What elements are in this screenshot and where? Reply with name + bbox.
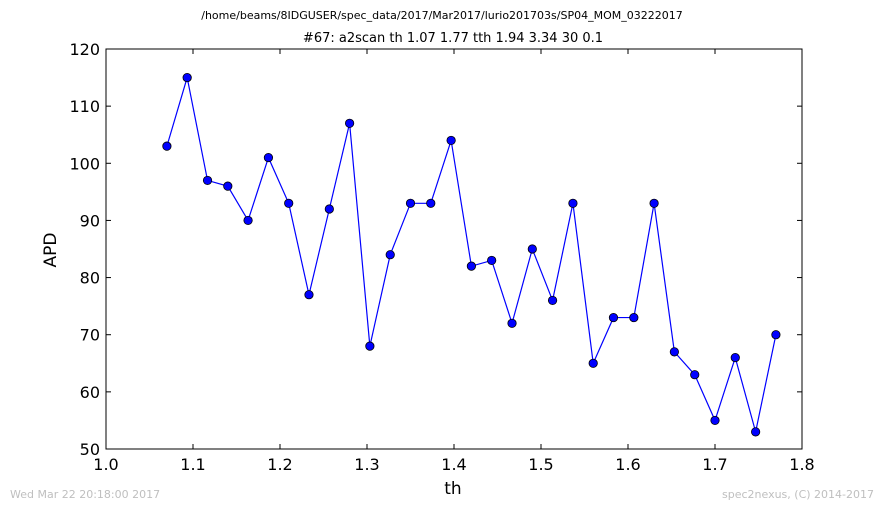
- data-point: [771, 330, 781, 340]
- data-point: [751, 427, 761, 437]
- data-point: [243, 215, 253, 226]
- data-point: [588, 358, 598, 368]
- data-point: [690, 370, 700, 380]
- series-apd: [162, 72, 781, 437]
- y-tick-label: 50: [80, 440, 100, 459]
- data-point: [263, 152, 274, 163]
- x-tick-label: 1.7: [702, 455, 727, 474]
- x-tick-label: 1.1: [180, 455, 205, 474]
- data-point: [162, 141, 172, 151]
- data-point: [344, 118, 355, 128]
- data-point: [649, 198, 659, 208]
- data-point: [568, 198, 578, 208]
- data-point: [405, 198, 416, 208]
- data-point: [182, 72, 192, 83]
- y-tick-label: 70: [80, 326, 100, 345]
- x-tick-label: 1.4: [441, 455, 466, 474]
- x-tick-label: 1.0: [93, 455, 118, 474]
- y-axis-ticks: 50 60 70 80 90 100 110 120: [69, 40, 802, 459]
- data-point: [466, 261, 476, 271]
- data-point: [284, 198, 294, 208]
- x-tick-label: 1.3: [354, 455, 379, 474]
- data-point: [507, 318, 517, 328]
- x-tick-label: 1.8: [789, 455, 814, 474]
- chart-title: #67: a2scan th 1.07 1.77 tth 1.94 3.34 3…: [303, 31, 603, 46]
- data-point: [304, 290, 314, 300]
- data-point: [730, 352, 740, 363]
- x-tick-label: 1.5: [528, 455, 553, 474]
- y-axis-label: APD: [41, 233, 61, 268]
- data-point: [324, 204, 334, 214]
- footer-timestamp: Wed Mar 22 20:18:00 2017: [10, 488, 160, 501]
- plot-area: [105, 48, 803, 450]
- footer-credit: spec2nexus, (C) 2014-2017: [722, 488, 874, 501]
- y-tick-label: 90: [80, 211, 100, 230]
- y-tick-label: 110: [69, 97, 100, 116]
- data-point: [527, 244, 537, 254]
- data-point: [202, 175, 213, 186]
- suptitle: /home/beams/8IDGUSER/spec_data/2017/Mar2…: [201, 9, 682, 22]
- y-tick-label: 120: [69, 40, 100, 59]
- x-tick-label: 1.6: [615, 455, 640, 474]
- data-point: [223, 181, 233, 191]
- y-tick-label: 60: [80, 383, 100, 402]
- data-point: [710, 415, 720, 426]
- data-point: [487, 255, 497, 266]
- data-point: [547, 295, 558, 306]
- data-point: [446, 135, 456, 146]
- data-point: [629, 312, 639, 323]
- data-point: [426, 198, 436, 208]
- x-axis-ticks: 1.0 1.1 1.2 1.3 1.4 1.5 1.6 1.7 1.8: [93, 49, 815, 474]
- data-point: [608, 312, 619, 323]
- y-tick-label: 100: [69, 154, 100, 173]
- x-axis-label: th: [444, 479, 461, 499]
- data-point: [385, 250, 395, 260]
- data-point: [669, 347, 679, 357]
- y-tick-label: 80: [80, 269, 100, 288]
- data-point: [365, 341, 375, 351]
- x-tick-label: 1.2: [267, 455, 292, 474]
